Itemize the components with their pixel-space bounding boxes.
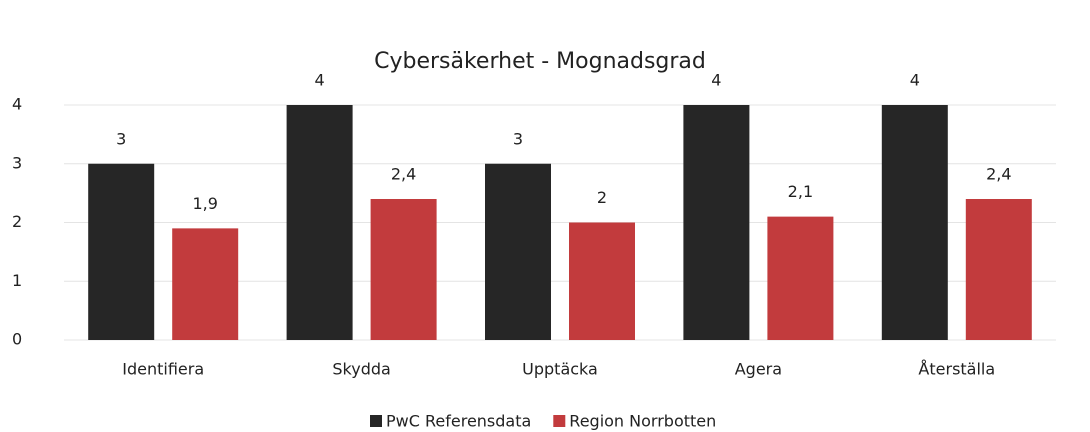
bar xyxy=(881,105,948,340)
x-tick-label: Återställa xyxy=(918,360,995,379)
data-label: 4 xyxy=(315,71,325,90)
data-label: 1,9 xyxy=(192,194,217,213)
y-tick-label: 2 xyxy=(12,212,22,231)
x-tick-label: Skydda xyxy=(332,360,390,379)
bar xyxy=(485,163,551,340)
data-label: 4 xyxy=(910,71,920,90)
legend-swatch xyxy=(553,415,566,427)
legend-swatch xyxy=(370,415,382,427)
x-tick-label: Identifiera xyxy=(122,360,204,379)
data-label: 2 xyxy=(597,188,607,207)
bar xyxy=(370,199,437,340)
data-label: 4 xyxy=(711,71,721,90)
x-tick-label: Agera xyxy=(735,360,782,379)
bar xyxy=(683,105,750,340)
bar xyxy=(172,228,239,340)
chart-title: Cybersäkerhet - Mognadsgrad xyxy=(374,49,706,74)
x-tick-label: Upptäcka xyxy=(522,360,598,379)
data-label: 3 xyxy=(513,129,523,148)
bar xyxy=(569,222,635,340)
y-tick-label: 3 xyxy=(12,153,22,172)
data-label: 2,4 xyxy=(986,165,1011,184)
bar xyxy=(965,199,1032,340)
legend-label: Region Norrbotten xyxy=(569,412,716,431)
data-label: 3 xyxy=(116,129,126,148)
y-tick-label: 1 xyxy=(12,271,22,290)
y-tick-label: 4 xyxy=(12,95,22,114)
data-label: 2,4 xyxy=(391,165,416,184)
y-tick-label: 0 xyxy=(12,330,22,349)
data-label: 2,1 xyxy=(788,182,813,201)
bar xyxy=(767,216,834,340)
legend-label: PwC Referensdata xyxy=(386,412,531,431)
bar xyxy=(286,105,353,340)
bar xyxy=(88,163,155,340)
